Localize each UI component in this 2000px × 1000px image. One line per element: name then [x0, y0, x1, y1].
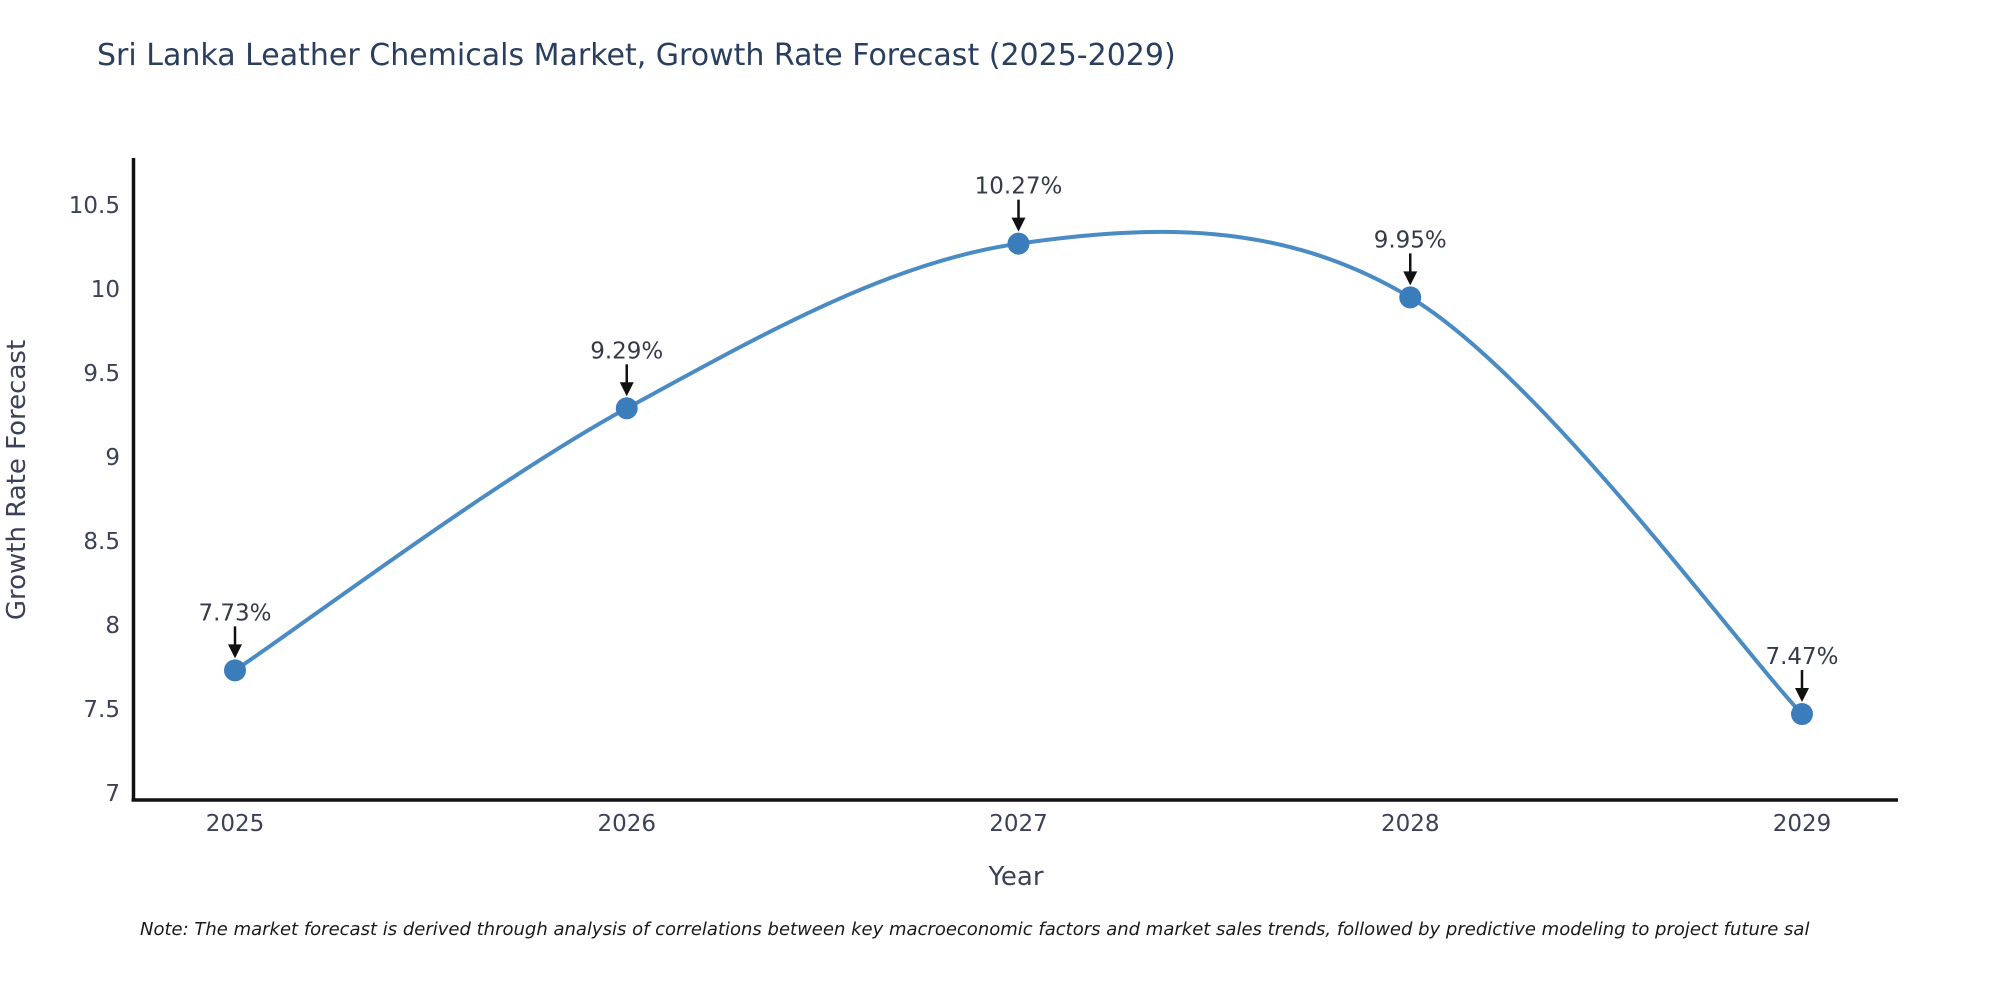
y-tick-label: 10	[91, 277, 120, 303]
y-tick-label: 9	[105, 445, 120, 471]
point-value-label: 9.29%	[590, 338, 663, 364]
point-value-label: 10.27%	[975, 174, 1063, 200]
point-value-label: 7.73%	[198, 600, 271, 626]
annotation-arrowhead-icon	[1795, 688, 1809, 703]
y-tick-label: 8.5	[83, 529, 120, 555]
data-point-marker	[615, 397, 638, 420]
data-point-marker	[1791, 703, 1813, 726]
data-point-marker	[224, 659, 246, 682]
annotation-arrowhead-icon	[619, 382, 634, 397]
data-point-marker	[1007, 232, 1030, 255]
series	[224, 229, 1813, 726]
x-tick-label: 2029	[1773, 811, 1832, 837]
annotations: 7.73% 9.29% 10.27% 9.95% 7.47%	[198, 174, 1839, 703]
point-value-label: 7.47%	[1765, 644, 1838, 670]
annotation-arrowhead-icon	[1403, 271, 1418, 286]
axes	[131, 158, 1898, 802]
y-tick-label: 7.5	[83, 697, 120, 723]
y-tick-label: 8	[105, 613, 120, 639]
forecast-line	[233, 229, 1804, 717]
x-tick-label: 2025	[206, 811, 265, 837]
tick-labels: 7 7.5 8 8.5 9 9.5 10 10.5 2025 2026 2027 2028 2029	[69, 193, 1831, 837]
y-axis-title: Growth Rate Forecast	[2, 340, 32, 620]
growth-rate-line-chart: 7 7.5 8 8.5 9 9.5 10 10.5 2025 2026 2027 2028 2029 7…	[2, 158, 1898, 892]
y-tick-label: 9.5	[83, 361, 120, 387]
data-point-marker	[1399, 286, 1422, 309]
point-value-label: 9.95%	[1374, 227, 1447, 253]
chart-title: Sri Lanka Leather Chemicals Market, Grow…	[97, 38, 1176, 73]
x-tick-label: 2026	[597, 811, 656, 837]
footnote: Note: The market forecast is derived thr…	[140, 919, 1810, 940]
x-tick-label: 2027	[989, 811, 1048, 837]
annotation-arrowhead-icon	[228, 644, 242, 659]
annotation-arrowhead-icon	[1011, 217, 1026, 232]
x-tick-label: 2028	[1381, 811, 1440, 837]
y-tick-label: 7	[105, 781, 120, 807]
y-tick-label: 10.5	[69, 193, 120, 219]
x-axis-title: Year	[987, 862, 1043, 892]
